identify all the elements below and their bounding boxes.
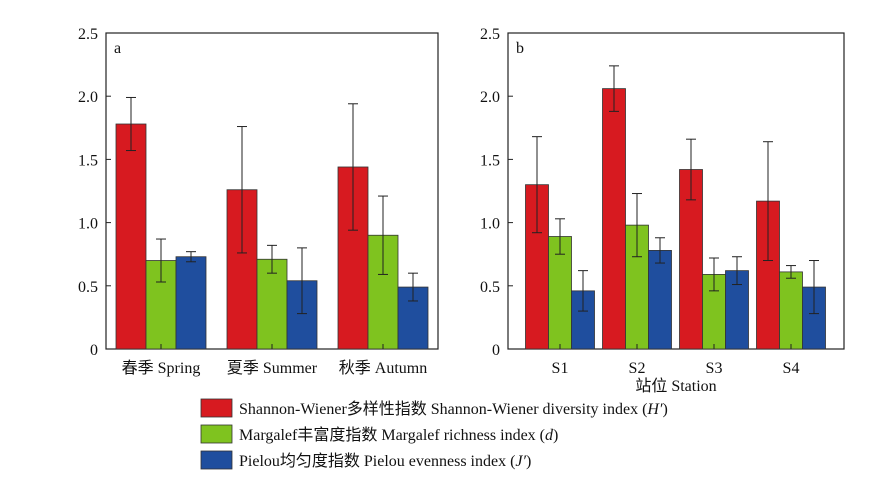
legend-variable: H′	[646, 401, 663, 418]
y-tick-label: 1.0	[480, 216, 500, 233]
x-tick-label: S3	[706, 360, 723, 377]
bar-pielou	[175, 256, 207, 350]
y-tick-label: 1.0	[78, 216, 98, 233]
y-tick-label: 0	[492, 342, 500, 359]
y-tick-label: 1.5	[480, 152, 500, 169]
x-tick-label: 夏季 Summer	[227, 359, 318, 377]
y-tick-label: 2.5	[78, 26, 98, 43]
legend-variable: J′	[515, 453, 526, 470]
legend-variable: d	[545, 427, 554, 444]
plot-frame	[507, 32, 845, 350]
panel-label: a	[114, 40, 121, 57]
panel-b: 0 0.5 1.0 1.5 2.0 2.5 b S1 S2 S3 S4 站位 Station	[480, 26, 845, 395]
y-tick-label: 0.5	[480, 279, 500, 296]
legend-label-margalef: Margalef丰富度指数 Margalef richness index (d…	[239, 426, 558, 444]
legend-swatch-pielou	[200, 450, 233, 470]
y-tick-label: 1.5	[78, 152, 98, 169]
panel-label: b	[516, 40, 524, 57]
legend-label-pielou: Pielou均匀度指数 Pielou evenness index (J′)	[239, 452, 531, 470]
legend-text: Margalef丰富度指数 Margalef richness index (	[239, 426, 545, 444]
x-tick-label: 秋季 Autumn	[339, 359, 427, 377]
legend-text: Shannon-Wiener多样性指数 Shannon-Wiener diver…	[239, 400, 647, 418]
legend: Shannon-Wiener多样性指数 Shannon-Wiener diver…	[200, 398, 668, 470]
x-tick-label: 春季 Spring	[122, 359, 201, 377]
bar-pielou	[648, 250, 672, 350]
x-tick-label: S1	[552, 360, 569, 377]
legend-swatch-margalef	[200, 424, 233, 444]
bar-shannon	[602, 88, 626, 350]
bar-shannon	[115, 123, 147, 350]
legend-label-shannon: Shannon-Wiener多样性指数 Shannon-Wiener diver…	[239, 400, 668, 418]
legend-text: Pielou均匀度指数 Pielou evenness index (	[239, 452, 515, 470]
y-tick-label: 0	[90, 342, 98, 359]
y-tick-label: 0.5	[78, 279, 98, 296]
y-tick-label: 2.0	[480, 89, 500, 106]
y-tick-label: 2.5	[480, 26, 500, 43]
bar-margalef	[779, 271, 803, 350]
y-tick-label: 2.0	[78, 89, 98, 106]
x-axis-title: 站位 Station	[635, 377, 716, 395]
x-tick-label: S2	[629, 360, 646, 377]
legend-suffix: )	[526, 453, 531, 470]
panel-a: 0 0.5 1.0 1.5 2.0 2.5 a 春季 Spring 夏季 Summer 秋季 Au…	[78, 26, 439, 377]
legend-swatch-shannon	[200, 398, 233, 418]
x-tick-label: S4	[783, 360, 800, 377]
legend-suffix: )	[553, 427, 558, 444]
legend-suffix: )	[662, 401, 667, 418]
